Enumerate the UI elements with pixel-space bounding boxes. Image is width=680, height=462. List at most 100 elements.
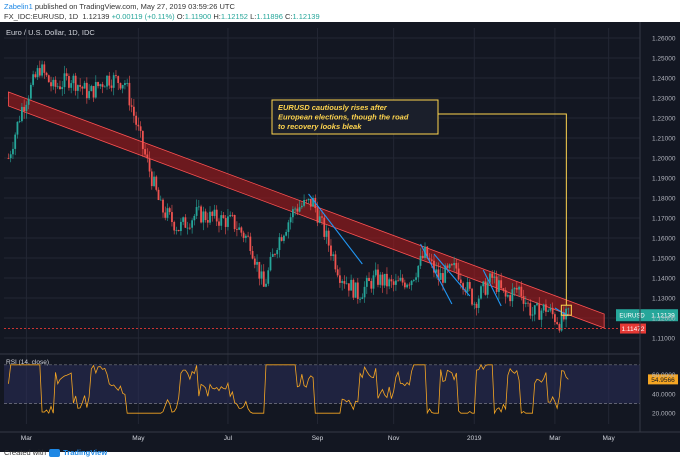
candle-body xyxy=(139,126,142,131)
candle-body xyxy=(412,279,415,281)
candle-body xyxy=(200,206,202,223)
candle-body xyxy=(428,258,431,260)
candle-body xyxy=(531,314,534,316)
rsi-value-label: 54.9566 xyxy=(651,377,675,384)
candle-body xyxy=(303,199,305,206)
candle-body xyxy=(287,222,290,232)
tradingview-brand[interactable]: TradingView xyxy=(63,448,108,457)
candle-body xyxy=(206,220,209,223)
candle-body xyxy=(92,86,95,98)
candle-body xyxy=(462,283,464,290)
chart-title: Euro / U.S. Dollar, 1D, IDC xyxy=(6,28,95,37)
candle-body xyxy=(14,134,17,149)
rsi-value-box xyxy=(648,374,678,385)
candle-body xyxy=(68,76,70,88)
support-line: 1.11472 EURUSD 1.12139 xyxy=(4,309,678,334)
candle-body xyxy=(186,227,189,229)
candle-body xyxy=(195,207,198,216)
candle-body xyxy=(466,282,469,292)
candle-body xyxy=(236,229,238,230)
candle-body xyxy=(435,269,438,273)
time-tick-label: Mar xyxy=(549,435,561,442)
price-tick-label: 1.18000 xyxy=(652,196,676,203)
candle-body xyxy=(529,303,532,316)
annotation-box xyxy=(271,99,439,135)
candle-body xyxy=(300,205,303,208)
candle-body xyxy=(29,84,32,99)
candle-body xyxy=(421,255,424,258)
candle-body xyxy=(135,115,138,125)
candle-body xyxy=(59,86,61,89)
candle-body xyxy=(229,214,232,217)
candle-body xyxy=(350,279,353,291)
candle-body xyxy=(359,298,361,300)
candle-body xyxy=(74,75,77,91)
rsi-panel: RSI (14, close) 54.9566 xyxy=(4,359,678,415)
price-tick-label: 1.16000 xyxy=(652,236,676,243)
candle-body xyxy=(444,265,447,283)
candle-body xyxy=(542,304,545,311)
candle-body xyxy=(117,76,120,84)
rsi-line xyxy=(8,363,569,415)
candle-body xyxy=(536,303,538,306)
candle-body xyxy=(336,269,339,276)
candle-body xyxy=(298,207,301,212)
candle-body xyxy=(231,214,234,216)
candle-body xyxy=(240,227,243,233)
time-tick-label: Nov xyxy=(388,435,400,442)
candle-body xyxy=(459,279,462,284)
candle-body xyxy=(345,283,348,285)
candle-body xyxy=(193,215,196,221)
candle-body xyxy=(408,284,411,286)
candle-body xyxy=(242,232,245,238)
candle-body xyxy=(41,64,43,76)
candle-body xyxy=(486,282,489,295)
candle-body xyxy=(515,287,518,290)
candle-body xyxy=(253,258,256,265)
candle-body xyxy=(184,217,187,228)
candle-body xyxy=(511,289,514,302)
created-with-text: Created with xyxy=(4,448,47,457)
candle-body xyxy=(262,271,265,287)
candle-body xyxy=(34,74,37,78)
candle-body xyxy=(493,276,496,278)
candle-body xyxy=(173,221,176,231)
candle-body xyxy=(480,286,482,299)
candle-body xyxy=(211,211,214,216)
candle-body xyxy=(182,217,185,222)
candle-body xyxy=(171,212,173,222)
candle-body xyxy=(341,281,344,283)
candle-body xyxy=(124,83,126,86)
symbol-line: FX_IDC:EURUSD, 1D xyxy=(4,12,79,21)
candle-body xyxy=(159,199,162,201)
price-tick-label: 1.26000 xyxy=(652,36,676,43)
candle-body xyxy=(222,215,225,219)
candle-body xyxy=(356,282,359,299)
candle-body xyxy=(130,105,133,107)
author-link[interactable]: Zabelin1 xyxy=(4,2,33,11)
candle-body xyxy=(155,176,158,190)
candle-body xyxy=(533,305,536,315)
candle-body xyxy=(457,268,460,280)
candle-body xyxy=(166,208,169,218)
candle-body xyxy=(191,220,194,228)
candle-body xyxy=(247,235,249,237)
candle-body xyxy=(61,87,64,89)
candle-body xyxy=(276,249,279,255)
candle-body xyxy=(215,209,218,222)
candle-body xyxy=(316,208,319,223)
candle-body xyxy=(137,124,140,127)
candle-body xyxy=(502,288,505,291)
candle-body xyxy=(220,215,223,226)
candle-body xyxy=(439,273,442,280)
annotation-line: EURUSD cautiously rises after xyxy=(278,103,388,112)
candle-body xyxy=(343,281,346,284)
candle-body xyxy=(309,198,312,207)
time-tick-label: 2019 xyxy=(467,435,482,442)
price-tag-symbol: EURUSD xyxy=(619,314,645,320)
price-tick-label: 1.22000 xyxy=(652,116,676,123)
candle-body xyxy=(504,290,507,297)
price-chart[interactable]: Euro / U.S. Dollar, 1D, IDC 1.11472 EURUS… xyxy=(0,22,680,452)
candle-body xyxy=(567,308,570,310)
candle-body xyxy=(558,324,561,331)
